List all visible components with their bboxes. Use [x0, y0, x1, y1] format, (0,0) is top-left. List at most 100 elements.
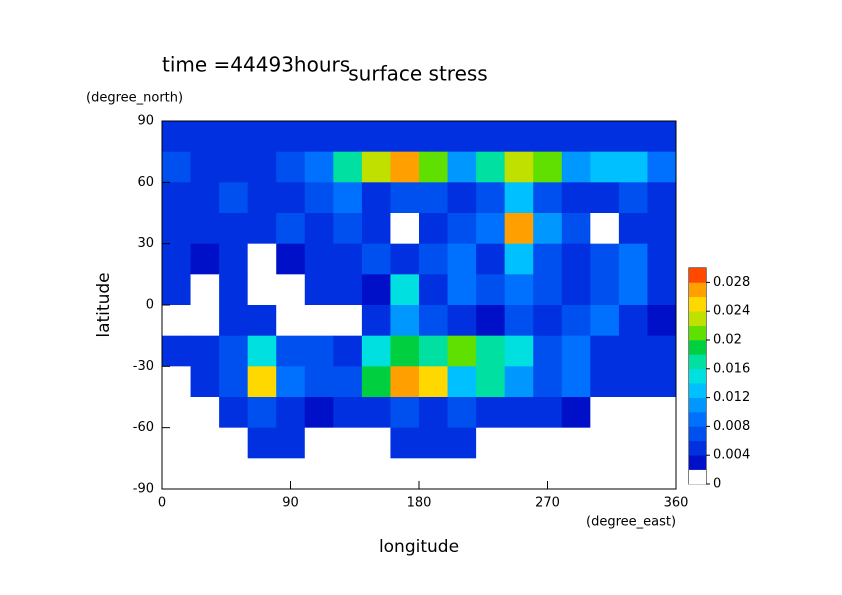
cell: [447, 274, 477, 306]
colorbar-swatch: [689, 325, 706, 341]
cell: [504, 397, 534, 429]
y-axis-label: latitude: [94, 272, 114, 337]
cell: [361, 151, 391, 183]
cell: [504, 335, 534, 367]
cell: [361, 213, 391, 245]
colorbar-tick-label: 0.02: [713, 333, 742, 348]
cell: [647, 121, 677, 153]
cell: [533, 151, 563, 183]
cell: [419, 213, 449, 245]
colorbar-swatch: [689, 440, 706, 456]
x-tick-label: 360: [664, 496, 689, 511]
colorbar-swatch: [689, 354, 706, 370]
cell: [390, 151, 420, 183]
cell: [304, 305, 334, 337]
cell: [476, 121, 506, 153]
cell: [618, 243, 648, 275]
cell: [504, 458, 534, 490]
cell: [476, 151, 506, 183]
cell: [190, 243, 220, 275]
cell: [219, 397, 249, 429]
cell: [533, 243, 563, 275]
cell: [190, 151, 220, 183]
cell: [219, 305, 249, 337]
cell: [190, 274, 220, 306]
cell: [419, 121, 449, 153]
cell: [590, 121, 620, 153]
cell: [162, 274, 192, 306]
colorbar-swatch: [689, 397, 706, 413]
cell: [533, 305, 563, 337]
y-tick-label: -60: [133, 420, 154, 435]
cell: [333, 397, 363, 429]
cell: [361, 366, 391, 398]
cell: [618, 305, 648, 337]
cell: [390, 397, 420, 429]
cell: [561, 458, 591, 490]
cell: [476, 397, 506, 429]
cell: [504, 427, 534, 459]
cell: [647, 335, 677, 367]
cell: [476, 243, 506, 275]
colorbar-tick-label: 0.024: [713, 304, 750, 319]
cell: [561, 182, 591, 214]
cell: [276, 243, 306, 275]
cell: [162, 213, 192, 245]
colorbar-tick-label: 0.016: [713, 361, 750, 376]
cell: [561, 366, 591, 398]
cell: [618, 458, 648, 490]
x-units: (degree_east): [586, 515, 676, 530]
cell: [447, 305, 477, 337]
cell: [247, 151, 277, 183]
cell: [390, 305, 420, 337]
cell: [647, 458, 677, 490]
cell: [647, 243, 677, 275]
chart-title: surface stress: [348, 62, 487, 86]
cell: [247, 182, 277, 214]
cell: [504, 121, 534, 153]
cell: [447, 366, 477, 398]
cell: [333, 151, 363, 183]
cell: [276, 305, 306, 337]
cell: [304, 458, 334, 490]
cell: [476, 305, 506, 337]
colorbar-swatch: [689, 368, 706, 384]
cell: [276, 151, 306, 183]
cell: [304, 427, 334, 459]
x-axis-label: longitude: [379, 537, 459, 557]
cell: [419, 335, 449, 367]
cell: [333, 274, 363, 306]
cell: [618, 335, 648, 367]
cell: [419, 151, 449, 183]
cell: [476, 427, 506, 459]
cell: [647, 397, 677, 429]
cell: [333, 182, 363, 214]
cell: [504, 213, 534, 245]
cell: [247, 427, 277, 459]
cell: [618, 213, 648, 245]
cell: [276, 213, 306, 245]
cell: [333, 458, 363, 490]
cell: [561, 335, 591, 367]
cell: [561, 121, 591, 153]
cell: [561, 243, 591, 275]
colorbar-swatch: [689, 296, 706, 312]
cell: [333, 366, 363, 398]
cell: [333, 121, 363, 153]
cell: [361, 274, 391, 306]
cell: [162, 458, 192, 490]
cell: [333, 427, 363, 459]
cell: [590, 305, 620, 337]
cell: [219, 213, 249, 245]
cell: [561, 305, 591, 337]
cell: [162, 182, 192, 214]
cell: [361, 458, 391, 490]
cell: [504, 366, 534, 398]
cell: [419, 427, 449, 459]
cell: [247, 213, 277, 245]
cell: [361, 335, 391, 367]
cell: [276, 397, 306, 429]
cell: [276, 335, 306, 367]
cell: [447, 335, 477, 367]
cell: [447, 243, 477, 275]
